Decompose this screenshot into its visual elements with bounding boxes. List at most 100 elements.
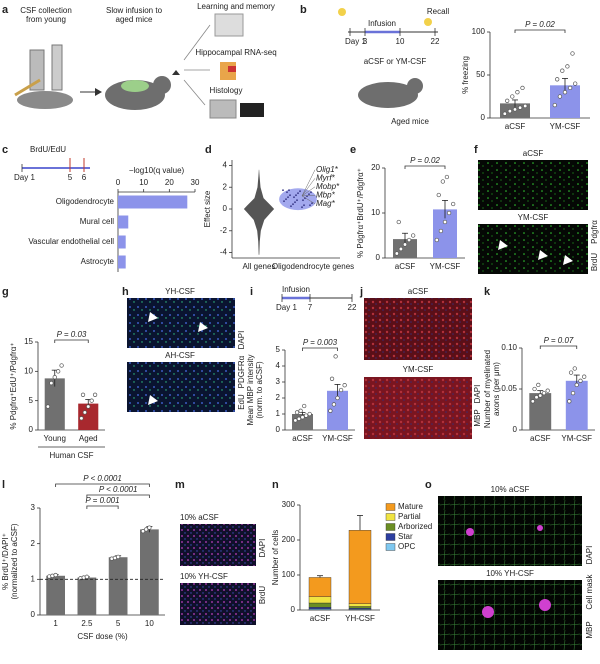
legend-swatch: [385, 513, 396, 521]
bar: [108, 557, 128, 615]
y-axis-label: % freezing: [461, 56, 470, 94]
data-point: [442, 219, 448, 225]
y-tick-label: 100: [282, 570, 296, 579]
data-point: [396, 219, 401, 225]
panel-b-timeline: Day 1 3 10 22 Infusion Recall aCSF or YM…: [338, 7, 449, 126]
phase-label: Recall: [427, 7, 449, 16]
y-tick-label: Astrocyte: [81, 257, 115, 266]
timeline-title: BrdU/EdU: [30, 145, 66, 154]
x-tick-label: 2.5: [81, 619, 93, 628]
condition-label: YH-CSF: [165, 287, 195, 296]
significance-bracket: [86, 505, 119, 509]
bar-segment: [308, 577, 332, 597]
readout-label: Hippocampal RNA-seq: [195, 48, 277, 57]
data-point: [515, 90, 520, 95]
data-point: [517, 105, 523, 110]
bar-segment: [308, 596, 332, 604]
data-point: [440, 179, 445, 184]
y-tick-label: 200: [282, 535, 296, 544]
p-value: P < 0.0001: [83, 474, 122, 483]
stain-label: Pdgfrα: [590, 220, 599, 244]
data-point: [562, 90, 568, 95]
gene-dot: [285, 198, 287, 201]
stain-label: DAPI: [585, 546, 594, 565]
significance-bracket: [86, 494, 150, 498]
data-point: [294, 410, 300, 415]
label-leader: [301, 186, 316, 197]
condition-label: AH-CSF: [165, 351, 195, 360]
y-tick-label: 20: [371, 163, 380, 172]
y-tick-label: 1: [276, 409, 281, 418]
violin: [243, 169, 275, 255]
data-point: [333, 354, 338, 359]
y-tick-label: 2: [31, 539, 36, 548]
y-tick-label: 5: [276, 345, 281, 354]
data-point: [530, 399, 535, 404]
data-point: [582, 374, 587, 379]
data-point: [532, 386, 537, 392]
data-point: [140, 529, 146, 534]
data-point: [545, 388, 550, 393]
data-point: [80, 392, 86, 397]
condition-label: 10% aCSF: [491, 485, 530, 494]
stain-label: DAPI: [237, 331, 246, 350]
y-tick-label: Oligodendrocyte: [56, 197, 115, 206]
data-point: [45, 404, 51, 409]
data-point: [89, 398, 94, 403]
data-point: [329, 376, 335, 381]
y-tick-label: 2: [223, 182, 228, 191]
stain-label: BrdU: [258, 586, 267, 604]
stain-label: MBP: [473, 409, 482, 426]
bar: [118, 255, 126, 269]
data-point: [394, 251, 399, 256]
gene-label: Mobp*: [316, 182, 340, 191]
x-tick-label: aCSF: [530, 434, 551, 443]
y-tick-label: 0.05: [501, 384, 517, 393]
panel-a-illustration: [14, 13, 264, 119]
legend-label: Mature: [398, 502, 423, 511]
condition-label: 10% YH-CSF: [180, 572, 228, 581]
bar: [78, 403, 99, 430]
gene-dot: [301, 206, 303, 209]
significance-bracket: [302, 347, 338, 351]
data-point: [296, 416, 302, 421]
panel-label: l: [2, 479, 5, 491]
data-point: [303, 413, 309, 418]
data-point: [331, 402, 337, 407]
data-point: [307, 411, 312, 417]
phase-label: Infusion: [368, 19, 396, 28]
gene-label: Myrf*: [316, 173, 336, 182]
significance-bracket: [54, 339, 89, 343]
timeline-label: 22: [431, 37, 440, 46]
gene-dot: [290, 205, 292, 208]
y-tick-label: 0: [276, 425, 281, 434]
data-point: [402, 242, 408, 247]
data-point: [555, 77, 560, 82]
timeline-title: Infusion: [282, 285, 310, 294]
p-value: P = 0.03: [57, 330, 87, 339]
data-point: [406, 237, 412, 243]
data-point: [53, 572, 58, 578]
condition-label: YM-CSF: [403, 365, 434, 374]
timeline-label: 10: [396, 37, 405, 46]
y-tick-label: 100: [472, 27, 486, 36]
y-axis-label: (norm. to aCSF): [255, 361, 264, 419]
y-tick-label: 10: [24, 366, 33, 375]
gene-dot: [309, 204, 311, 207]
x-tick-label: YM-CSF: [430, 262, 461, 271]
stain-label: PDGFRα: [237, 355, 246, 388]
bar-segment: [348, 603, 372, 607]
data-point: [56, 369, 61, 374]
y-tick-label: -4: [220, 248, 228, 257]
data-point: [115, 554, 121, 560]
data-point: [505, 98, 510, 103]
panel-label: j: [359, 286, 363, 298]
data-point: [520, 85, 525, 91]
step-label: Slow infusion to aged mice: [105, 6, 163, 24]
legend-swatch: [385, 523, 396, 531]
panel-i-timeline: Infusion Day 1 7 22: [276, 285, 357, 312]
p-value: P = 0.003: [303, 338, 338, 347]
significance-bracket: [539, 345, 578, 349]
panel-o: 10% aCSF 10% YH-CSF MBP Cell mask DAPI: [438, 485, 594, 650]
data-point: [567, 85, 573, 91]
